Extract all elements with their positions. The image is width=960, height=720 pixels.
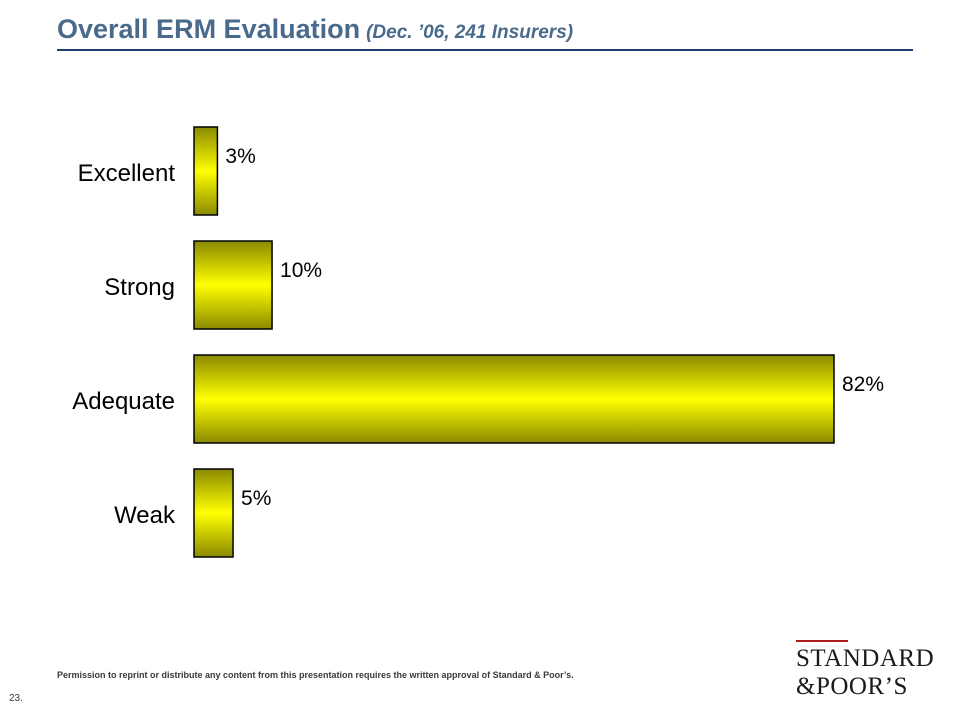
bar-weak bbox=[193, 468, 234, 558]
category-label-adequate: Adequate bbox=[72, 388, 175, 415]
logo-accent-rule bbox=[796, 640, 848, 642]
data-label-strong: 10% bbox=[280, 259, 322, 282]
title-main: Overall ERM Evaluation bbox=[57, 14, 361, 44]
data-label-adequate: 82% bbox=[842, 373, 884, 396]
data-label-weak: 5% bbox=[241, 487, 271, 510]
category-label-excellent: Excellent bbox=[78, 160, 176, 187]
page-number: 23. bbox=[9, 693, 23, 704]
standard-and-poors-logo: STANDARD &POOR’S bbox=[796, 640, 936, 701]
category-label-weak: Weak bbox=[114, 502, 176, 529]
title-rule bbox=[57, 49, 913, 51]
category-label-strong: Strong bbox=[104, 274, 175, 301]
bar-strong bbox=[193, 240, 273, 330]
bar-adequate bbox=[193, 354, 835, 444]
slide-title: Overall ERM Evaluation (Dec. ’06, 241 Ins… bbox=[57, 14, 573, 45]
data-label-excellent: 3% bbox=[225, 145, 255, 168]
logo-line-2: &POOR’S bbox=[796, 673, 908, 700]
permission-notice: Permission to reprint or distribute any … bbox=[57, 670, 574, 680]
logo-line-1: STANDARD bbox=[796, 645, 935, 672]
bar-excellent bbox=[193, 126, 219, 216]
title-subtitle: (Dec. ’06, 241 Insurers) bbox=[366, 22, 574, 43]
